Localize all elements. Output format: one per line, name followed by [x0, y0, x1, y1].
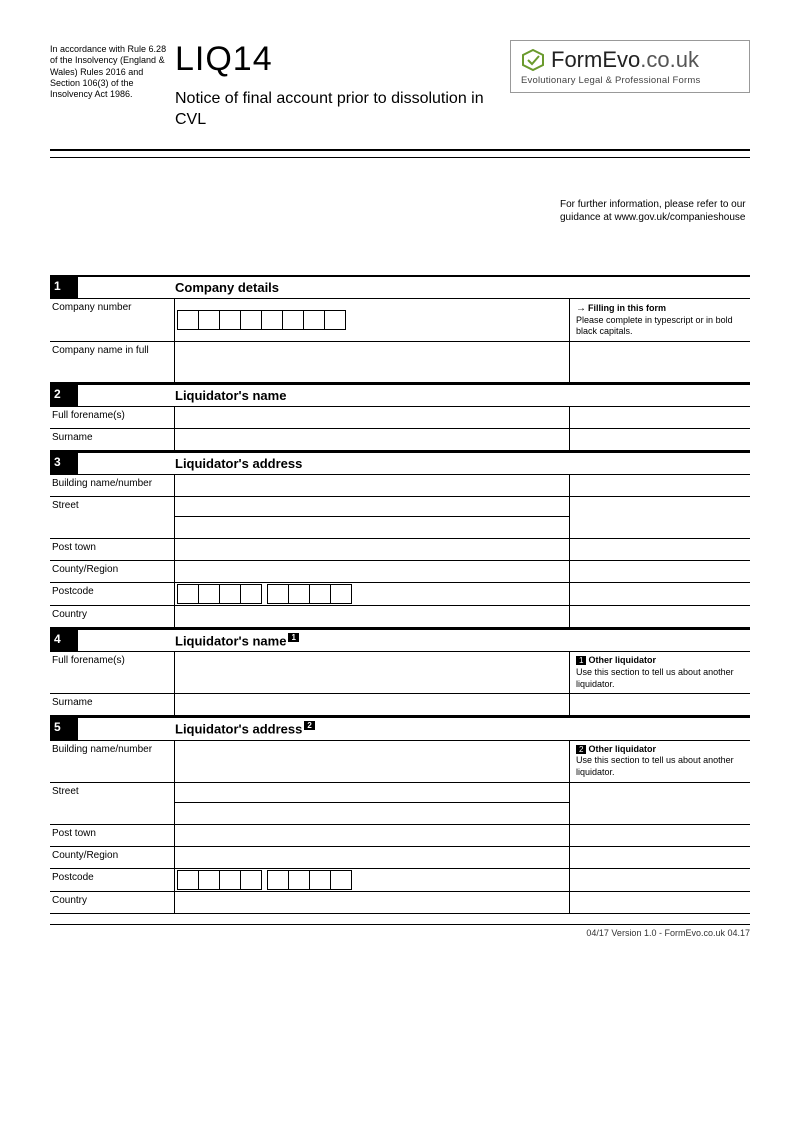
county-input-2[interactable] — [175, 847, 570, 868]
section-sup: 2 — [304, 721, 314, 730]
county-input[interactable] — [175, 561, 570, 582]
guidance-row: For further information, please refer to… — [50, 198, 750, 225]
logo-container: FormEvo.co.uk Evolutionary Legal & Profe… — [510, 40, 750, 131]
surname-input[interactable] — [175, 429, 570, 450]
section-sup: 1 — [288, 633, 298, 642]
section-company-details: 1 Company details Company number →Fillin… — [50, 275, 750, 383]
label-forenames: Full forename(s) — [50, 652, 175, 693]
label-county: County/Region — [50, 561, 175, 582]
section-title: Liquidator's address — [175, 453, 750, 474]
section-title: Liquidator's name — [175, 385, 750, 406]
guidance-text: For further information, please refer to… — [560, 198, 750, 225]
street-input-2[interactable] — [175, 783, 570, 824]
section-liquidator-address-2: 5 Liquidator's address2 Building name/nu… — [50, 716, 750, 913]
note-num: 1 — [576, 656, 586, 665]
label-surname: Surname — [50, 694, 175, 715]
section-number: 3 — [50, 453, 78, 474]
note-body: Use this section to tell us about anothe… — [576, 667, 734, 689]
country-input-2[interactable] — [175, 892, 570, 913]
logo-text: FormEvo.co.uk — [551, 47, 699, 73]
section-title-text: Liquidator's address — [175, 722, 302, 737]
label-street: Street — [50, 783, 175, 824]
postcode-input-2[interactable] — [175, 869, 570, 891]
postcode-input[interactable] — [175, 583, 570, 605]
form-header: In accordance with Rule 6.28 of the Inso… — [50, 40, 750, 131]
logo-main-text: FormEvo — [551, 47, 640, 72]
building-input-2[interactable] — [175, 741, 570, 782]
section-liquidator-name: 2 Liquidator's name Full forename(s) Sur… — [50, 383, 750, 451]
label-building: Building name/number — [50, 741, 175, 782]
footer-text: 04/17 Version 1.0 - FormEvo.co.uk 04.17 — [50, 924, 750, 938]
logo-tagline: Evolutionary Legal & Professional Forms — [521, 75, 739, 86]
note-other-1: 1Other liquidator Use this section to te… — [570, 652, 750, 693]
section-number: 4 — [50, 630, 78, 651]
section-number: 2 — [50, 385, 78, 406]
label-post-town: Post town — [50, 825, 175, 846]
section-number: 1 — [50, 277, 78, 298]
post-town-input-2[interactable] — [175, 825, 570, 846]
section-title: Liquidator's name1 — [175, 630, 750, 651]
logo-suffix: .co.uk — [640, 47, 699, 72]
section-liquidator-address: 3 Liquidator's address Building name/num… — [50, 451, 750, 628]
section-liquidator-name-2: 4 Liquidator's name1 Full forename(s) 1O… — [50, 628, 750, 716]
street-input[interactable] — [175, 497, 570, 538]
form-title: Notice of final account prior to dissolu… — [175, 89, 510, 131]
company-number-input[interactable] — [175, 299, 570, 341]
logo-box: FormEvo.co.uk Evolutionary Legal & Profe… — [510, 40, 750, 93]
divider — [50, 149, 750, 151]
label-country: Country — [50, 892, 175, 913]
label-country: Country — [50, 606, 175, 627]
label-postcode: Postcode — [50, 869, 175, 891]
title-block: LIQ14 Notice of final account prior to d… — [175, 40, 510, 131]
note-other-2: 2Other liquidator Use this section to te… — [570, 741, 750, 782]
note-filling: →Filling in this form Please complete in… — [570, 299, 750, 341]
section-title: Liquidator's address2 — [175, 718, 750, 739]
label-company-number: Company number — [50, 299, 175, 341]
surname-input-2[interactable] — [175, 694, 570, 715]
note-title: Filling in this form — [588, 303, 666, 313]
divider — [50, 157, 750, 158]
section-number: 5 — [50, 718, 78, 739]
form-code: LIQ14 — [175, 40, 510, 79]
label-forenames: Full forename(s) — [50, 407, 175, 428]
regulation-text: In accordance with Rule 6.28 of the Inso… — [50, 40, 175, 131]
section-title-text: Liquidator's name — [175, 633, 286, 648]
label-company-name: Company name in full — [50, 342, 175, 382]
forenames-input[interactable] — [175, 407, 570, 428]
post-town-input[interactable] — [175, 539, 570, 560]
note-body: Please complete in typescript or in bold… — [576, 315, 733, 337]
note-body: Use this section to tell us about anothe… — [576, 755, 734, 777]
note-title: Other liquidator — [588, 655, 656, 665]
section-title: Company details — [175, 277, 750, 298]
label-postcode: Postcode — [50, 583, 175, 605]
label-building: Building name/number — [50, 475, 175, 496]
forenames-input-2[interactable] — [175, 652, 570, 693]
label-surname: Surname — [50, 429, 175, 450]
building-input[interactable] — [175, 475, 570, 496]
company-name-input[interactable] — [175, 342, 570, 382]
country-input[interactable] — [175, 606, 570, 627]
label-county: County/Region — [50, 847, 175, 868]
label-post-town: Post town — [50, 539, 175, 560]
label-street: Street — [50, 497, 175, 538]
logo-icon — [521, 48, 545, 72]
note-title: Other liquidator — [588, 744, 656, 754]
note-num: 2 — [576, 745, 586, 754]
